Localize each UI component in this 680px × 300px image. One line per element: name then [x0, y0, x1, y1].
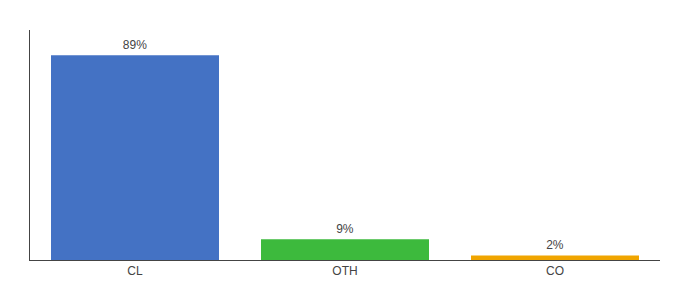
svg-text:2%: 2%: [546, 238, 564, 252]
svg-text:9%: 9%: [336, 222, 354, 236]
svg-text:89%: 89%: [123, 38, 147, 52]
svg-text:OTH: OTH: [332, 264, 357, 278]
svg-text:CO: CO: [546, 264, 564, 278]
svg-text:CL: CL: [127, 264, 143, 278]
